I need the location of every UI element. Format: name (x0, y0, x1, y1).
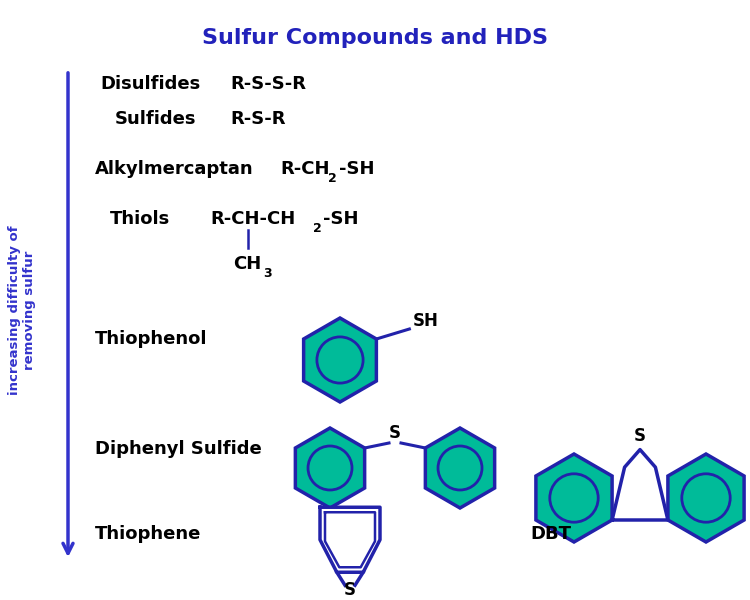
Circle shape (308, 446, 352, 490)
Text: S: S (389, 424, 401, 442)
Text: R-S-R: R-S-R (230, 110, 286, 128)
Text: Thiophenol: Thiophenol (95, 330, 208, 348)
Text: Diphenyl Sulfide: Diphenyl Sulfide (95, 440, 262, 458)
Text: R-CH: R-CH (280, 160, 329, 178)
Polygon shape (536, 454, 612, 542)
Polygon shape (296, 428, 364, 508)
Polygon shape (668, 454, 744, 542)
Text: CH: CH (233, 255, 261, 273)
Circle shape (317, 337, 363, 383)
Text: Sulfur Compounds and HDS: Sulfur Compounds and HDS (202, 28, 548, 48)
Text: R-CH-CH: R-CH-CH (210, 210, 296, 228)
Text: SH: SH (413, 312, 438, 330)
Text: increasing difficulty of
removing sulfur: increasing difficulty of removing sulfur (8, 225, 36, 395)
Circle shape (438, 446, 482, 490)
Polygon shape (320, 507, 380, 572)
Text: Thiophene: Thiophene (95, 525, 201, 543)
Circle shape (682, 474, 730, 522)
Text: Disulfides: Disulfides (100, 75, 200, 93)
Text: 2: 2 (313, 222, 322, 235)
Text: R-S-S-R: R-S-S-R (230, 75, 306, 93)
Text: Sulfides: Sulfides (115, 110, 196, 128)
Text: S: S (634, 427, 646, 445)
Text: 2: 2 (328, 172, 337, 185)
Text: -SH: -SH (323, 210, 358, 228)
Text: DBT: DBT (530, 525, 571, 543)
Text: Alkylmercaptan: Alkylmercaptan (95, 160, 254, 178)
Text: S: S (344, 581, 356, 599)
Text: Thiols: Thiols (110, 210, 170, 228)
Polygon shape (612, 449, 668, 520)
Polygon shape (425, 428, 495, 508)
Circle shape (550, 474, 598, 522)
Text: 3: 3 (263, 267, 272, 280)
Text: -SH: -SH (339, 160, 374, 178)
Polygon shape (304, 318, 376, 402)
